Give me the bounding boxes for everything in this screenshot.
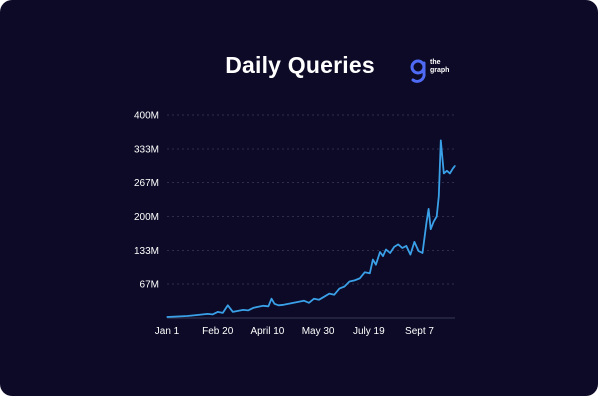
data-point — [436, 215, 438, 218]
data-point — [417, 250, 420, 252]
chart-title: Daily Queries — [225, 52, 375, 78]
data-point — [348, 280, 351, 283]
data-point — [430, 228, 432, 230]
data-point — [401, 247, 403, 249]
data-point — [196, 314, 199, 316]
series-layer — [166, 139, 456, 318]
y-axis-ticks: 67M 133M 200M 267M 333M 400M — [134, 111, 159, 291]
grid-lines — [167, 114, 455, 319]
data-point — [222, 312, 224, 314]
x-tick-label: Jan 1 — [155, 326, 180, 337]
data-point — [385, 248, 387, 251]
data-point — [212, 313, 214, 316]
data-point — [232, 311, 234, 313]
data-point — [449, 172, 451, 174]
data-point — [237, 310, 239, 312]
data-point — [452, 167, 454, 169]
data-point — [270, 298, 273, 300]
data-point — [438, 195, 440, 197]
data-point — [176, 315, 178, 318]
x-tick-label: May 30 — [302, 326, 335, 337]
data-point — [359, 277, 361, 280]
x-axis-ticks: Jan 1 Feb 20 April 10 May 30 July 19 Sept 7 — [155, 326, 435, 337]
y-tick-label: 200M — [134, 212, 159, 223]
the-graph-logo-icon — [410, 59, 426, 83]
data-point — [354, 279, 356, 282]
logo-text: the graph — [430, 59, 450, 74]
the-graph-logo: the graph — [410, 58, 470, 88]
x-tick-label: April 10 — [250, 326, 284, 337]
data-point — [267, 305, 270, 307]
data-point — [277, 304, 280, 306]
data-point — [288, 303, 290, 305]
data-point — [375, 264, 377, 266]
data-point — [313, 298, 315, 300]
data-point — [446, 170, 448, 172]
data-point — [242, 309, 244, 311]
chart-card — [0, 0, 598, 396]
data-point — [333, 294, 335, 296]
data-point — [397, 243, 399, 246]
data-point — [343, 285, 346, 288]
data-point — [426, 220, 428, 223]
data-point — [440, 139, 442, 141]
data-point — [303, 300, 305, 302]
data-point — [298, 301, 300, 303]
data-point — [247, 309, 249, 311]
x-tick-label: Sept 7 — [405, 326, 434, 337]
y-tick-label: 400M — [134, 111, 159, 122]
data-point — [293, 302, 295, 304]
data-point — [338, 287, 340, 290]
data-point — [421, 252, 424, 254]
y-tick-label: 133M — [134, 246, 159, 257]
data-point — [318, 299, 320, 301]
data-point — [262, 305, 264, 307]
data-point — [323, 296, 325, 298]
data-point — [413, 241, 416, 243]
data-point — [369, 272, 371, 274]
data-point — [405, 245, 407, 247]
series-line — [166, 139, 456, 318]
data-point — [283, 304, 285, 306]
data-point — [443, 172, 445, 174]
x-tick-label: Feb 20 — [202, 326, 234, 337]
y-tick-label: 267M — [134, 178, 159, 189]
data-point — [372, 259, 374, 261]
data-point — [364, 271, 366, 273]
data-point — [409, 253, 411, 256]
data-point — [186, 315, 188, 317]
data-point — [308, 302, 310, 304]
data-point — [217, 311, 219, 313]
data-point — [433, 220, 435, 223]
data-point — [379, 251, 381, 253]
y-tick-label: 67M — [140, 279, 159, 290]
data-point — [389, 252, 391, 254]
data-point — [273, 303, 276, 305]
data-point — [428, 208, 430, 210]
data-point — [393, 246, 395, 248]
y-tick-label: 333M — [134, 145, 159, 156]
data-point — [382, 255, 384, 257]
data-point — [257, 306, 259, 308]
data-point — [252, 307, 254, 309]
data-point — [166, 316, 168, 318]
data-point — [227, 304, 229, 306]
data-point — [454, 165, 456, 167]
data-point — [206, 313, 209, 315]
data-point — [328, 293, 330, 295]
x-tick-label: July 19 — [353, 326, 385, 337]
